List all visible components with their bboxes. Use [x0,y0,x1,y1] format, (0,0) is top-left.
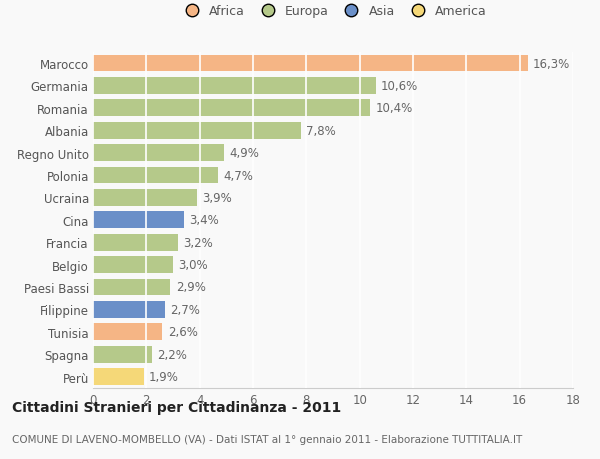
Text: COMUNE DI LAVENO-MOMBELLO (VA) - Dati ISTAT al 1° gennaio 2011 - Elaborazione TU: COMUNE DI LAVENO-MOMBELLO (VA) - Dati IS… [12,434,522,443]
Legend: Africa, Europa, Asia, America: Africa, Europa, Asia, America [179,6,487,18]
Text: 10,4%: 10,4% [376,102,413,115]
Bar [93,346,152,363]
Text: 3,2%: 3,2% [184,236,214,249]
Bar [93,212,184,229]
Bar [93,100,370,117]
Text: 3,4%: 3,4% [189,214,219,227]
Text: Cittadini Stranieri per Cittadinanza - 2011: Cittadini Stranieri per Cittadinanza - 2… [12,400,341,414]
Text: 7,8%: 7,8% [307,124,336,137]
Bar [93,145,224,162]
Text: 2,7%: 2,7% [170,303,200,316]
Text: 4,9%: 4,9% [229,147,259,160]
Text: 10,6%: 10,6% [381,80,418,93]
Bar [93,190,197,207]
Text: 2,6%: 2,6% [167,325,197,338]
Text: 3,9%: 3,9% [202,191,232,204]
Text: 16,3%: 16,3% [533,57,570,70]
Bar [93,368,143,385]
Text: 2,2%: 2,2% [157,348,187,361]
Bar [93,123,301,140]
Text: 2,9%: 2,9% [176,281,206,294]
Bar [93,56,527,73]
Bar [93,167,218,184]
Bar [93,301,165,318]
Text: 1,9%: 1,9% [149,370,179,383]
Bar [93,234,178,251]
Bar [93,324,163,341]
Text: 4,7%: 4,7% [224,169,254,182]
Bar [93,257,173,274]
Bar [93,279,170,296]
Bar [93,78,376,95]
Text: 3,0%: 3,0% [178,258,208,271]
